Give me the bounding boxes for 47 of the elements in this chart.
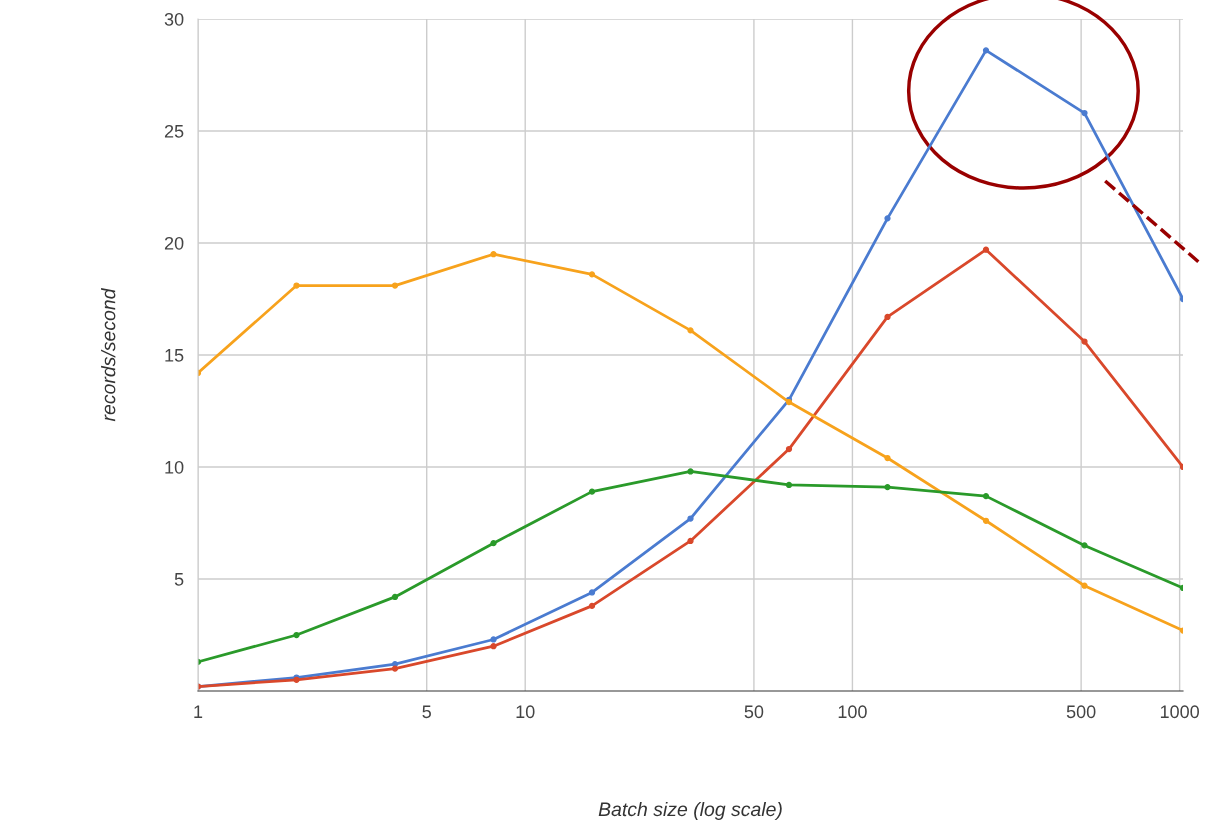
point	[490, 251, 497, 258]
point	[1081, 582, 1088, 589]
point	[982, 47, 990, 54]
y-tick-label: 10	[165, 460, 184, 474]
point	[293, 631, 300, 639]
point	[884, 454, 891, 462]
y-tick-label: 5	[174, 573, 184, 586]
x-tick-label: 500	[1066, 705, 1096, 719]
point	[293, 282, 300, 289]
y-tick-label: 30	[164, 12, 184, 26]
y-axis-title: records/second	[101, 288, 116, 422]
point	[785, 481, 793, 489]
point	[884, 484, 891, 491]
point	[391, 665, 399, 672]
point	[391, 282, 399, 289]
y-tick-label: 20	[164, 236, 184, 250]
point	[588, 488, 596, 495]
x-tick-label: 1	[194, 705, 203, 718]
point	[982, 246, 990, 253]
point	[884, 215, 891, 222]
point	[982, 517, 990, 524]
y-tick-label: 25	[164, 124, 184, 138]
x-tick-label: 100	[838, 705, 867, 719]
point	[490, 636, 497, 643]
x-tick-label: 10	[516, 705, 535, 719]
point	[785, 445, 793, 453]
point	[588, 589, 596, 596]
point	[391, 593, 399, 601]
point	[588, 602, 596, 610]
point	[1081, 542, 1088, 549]
x-tick-label: 1000	[1160, 705, 1200, 719]
point	[1081, 109, 1088, 117]
point	[687, 515, 694, 522]
x-axis-title: Batch size (log scale)	[598, 801, 782, 821]
x-tick-label: 50	[744, 705, 764, 719]
point	[490, 643, 497, 650]
y-tick-label: 15	[165, 349, 184, 362]
point	[884, 313, 891, 321]
point	[391, 660, 399, 668]
point	[687, 327, 694, 334]
point	[1081, 338, 1088, 345]
point	[490, 540, 497, 547]
point	[982, 492, 990, 500]
point	[687, 537, 694, 545]
x-tick-label: 5	[422, 705, 431, 719]
point	[588, 271, 596, 278]
point	[687, 468, 694, 475]
